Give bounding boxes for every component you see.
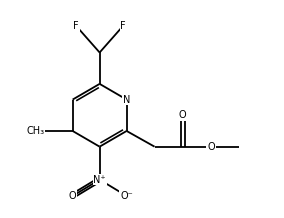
Text: F: F (120, 21, 126, 31)
Text: N⁺: N⁺ (93, 175, 106, 185)
Text: O⁻: O⁻ (120, 191, 133, 201)
Text: O: O (179, 110, 187, 120)
Text: N: N (123, 95, 130, 105)
Text: O: O (69, 191, 76, 201)
Text: O: O (207, 142, 215, 152)
Text: F: F (73, 21, 79, 31)
Text: CH₃: CH₃ (27, 126, 45, 136)
